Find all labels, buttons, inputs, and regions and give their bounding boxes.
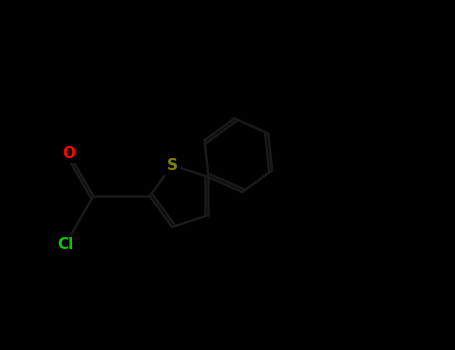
Text: S: S [167,158,177,173]
Text: Cl: Cl [57,237,73,252]
Text: O: O [62,146,75,161]
